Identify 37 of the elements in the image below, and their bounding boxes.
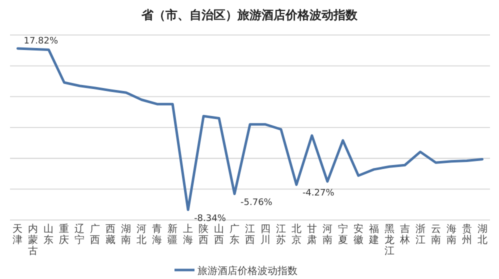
x-tick-label: 黑龙江: [384, 224, 394, 257]
x-tick-label: 陕西: [198, 223, 209, 246]
data-label: 17.82%: [24, 36, 59, 46]
x-tick-label: 辽宁: [74, 223, 85, 246]
x-tick-label: 河北: [136, 223, 147, 246]
x-tick-label: 海南: [446, 223, 456, 246]
x-tick-label: 西藏: [106, 224, 116, 246]
data-label: -5.76%: [240, 198, 273, 208]
data-label: -8.34%: [194, 214, 226, 224]
data-label: -4.27%: [302, 188, 335, 199]
x-tick-label: 广西: [90, 223, 100, 246]
x-tick-label: 湖北: [477, 223, 488, 246]
x-tick-label: 福建: [368, 223, 379, 246]
x-tick-label: 江苏: [276, 223, 286, 246]
x-tick-label: 吉林: [398, 223, 410, 246]
x-tick-label: 甘肃: [306, 223, 317, 246]
chart-title: 省（市、自治区）旅游酒店价格波动指数: [140, 8, 358, 22]
x-tick-label: 广东: [230, 223, 240, 246]
x-tick-label: 上海: [183, 223, 194, 246]
x-tick-label: 江西: [245, 223, 255, 246]
x-tick-label: 湖南: [121, 223, 132, 246]
x-tick-label: 内蒙古: [28, 223, 38, 257]
x-tick-label: 重庆: [59, 223, 70, 246]
x-tick-label: 浙江: [415, 223, 426, 246]
x-tick-label: 宁夏: [338, 223, 348, 246]
x-tick-label: 北京: [291, 223, 302, 246]
legend-label: 旅游酒店价格波动指数: [198, 265, 298, 277]
x-tick-label: 山东: [44, 223, 54, 246]
x-tick-label: 青海: [152, 223, 162, 246]
x-tick-label: 贵州: [462, 223, 472, 246]
x-tick-label: 天津: [12, 224, 23, 246]
x-tick-label: 河南: [322, 223, 332, 246]
x-tick-label: 云南: [430, 224, 441, 246]
x-tick-label: 安徽: [353, 223, 364, 246]
x-tick-label: 四川: [260, 224, 270, 246]
x-tick-label: 山西: [214, 223, 224, 246]
x-tick-label: 新疆: [168, 223, 178, 246]
